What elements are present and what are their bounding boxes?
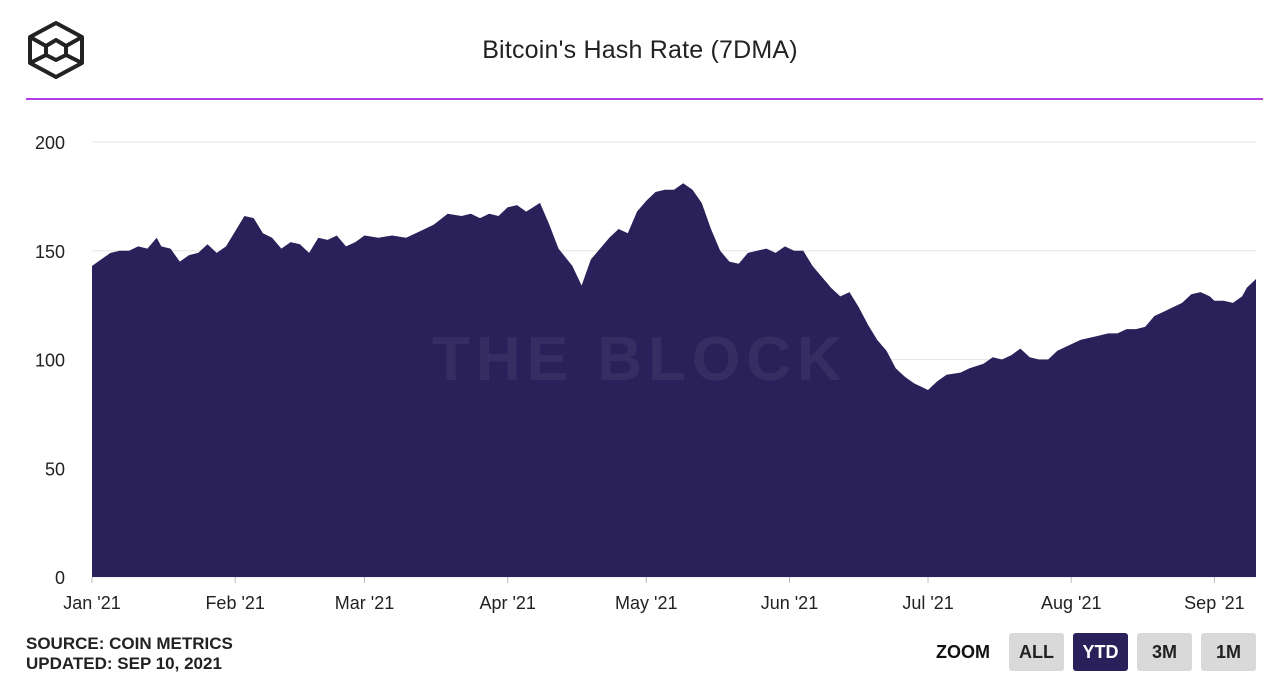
- x-axis-ticks: Jan '21 Feb '21 Mar '21 Apr '21 May '21 Jun '…: [63, 577, 1245, 613]
- x-tick-label: Jun '21: [761, 593, 818, 613]
- x-tick-label: Aug '21: [1041, 593, 1102, 613]
- zoom-1m-button[interactable]: 1M: [1201, 633, 1256, 671]
- watermark: THE BLOCK: [432, 325, 848, 394]
- hash-rate-area: [92, 183, 1256, 578]
- y-tick-label: 150: [35, 242, 65, 262]
- updated-text: UPDATED: SEP 10, 2021: [26, 654, 222, 673]
- y-tick-label: 100: [35, 351, 65, 371]
- zoom-all-button[interactable]: ALL: [1009, 633, 1064, 671]
- x-tick-label: May '21: [615, 593, 677, 613]
- zoom-controls: ZOOM ALL YTD 3M 1M: [936, 633, 1256, 671]
- hash-rate-area-chart: THE BLOCK 0 50 100 150 200 Jan '21 Feb '21 Mar…: [35, 133, 1256, 613]
- x-tick-label: Jul '21: [902, 593, 953, 613]
- x-tick-label: Mar '21: [335, 593, 394, 613]
- area-series: [92, 183, 1256, 578]
- y-axis-ticks: 0 50 100 150 200: [35, 133, 65, 588]
- zoom-label: ZOOM: [936, 641, 990, 662]
- y-tick-label: 0: [55, 568, 65, 588]
- watermark-text: THE BLOCK: [432, 325, 848, 394]
- zoom-ytd-button[interactable]: YTD: [1073, 633, 1128, 671]
- x-tick-label: Feb '21: [205, 593, 264, 613]
- the-block-logo-icon: [28, 21, 84, 79]
- source-text: SOURCE: COIN METRICS: [26, 634, 233, 653]
- chart-title: Bitcoin's Hash Rate (7DMA): [482, 36, 798, 64]
- x-tick-label: Sep '21: [1184, 593, 1245, 613]
- x-tick-label: Jan '21: [63, 593, 120, 613]
- header-divider: [26, 98, 1263, 100]
- y-tick-label: 50: [45, 459, 65, 479]
- source-note: SOURCE: COIN METRICS UPDATED: SEP 10, 20…: [26, 634, 233, 674]
- x-tick-label: Apr '21: [479, 593, 535, 613]
- y-tick-label: 200: [35, 133, 65, 153]
- zoom-3m-button[interactable]: 3M: [1137, 633, 1192, 671]
